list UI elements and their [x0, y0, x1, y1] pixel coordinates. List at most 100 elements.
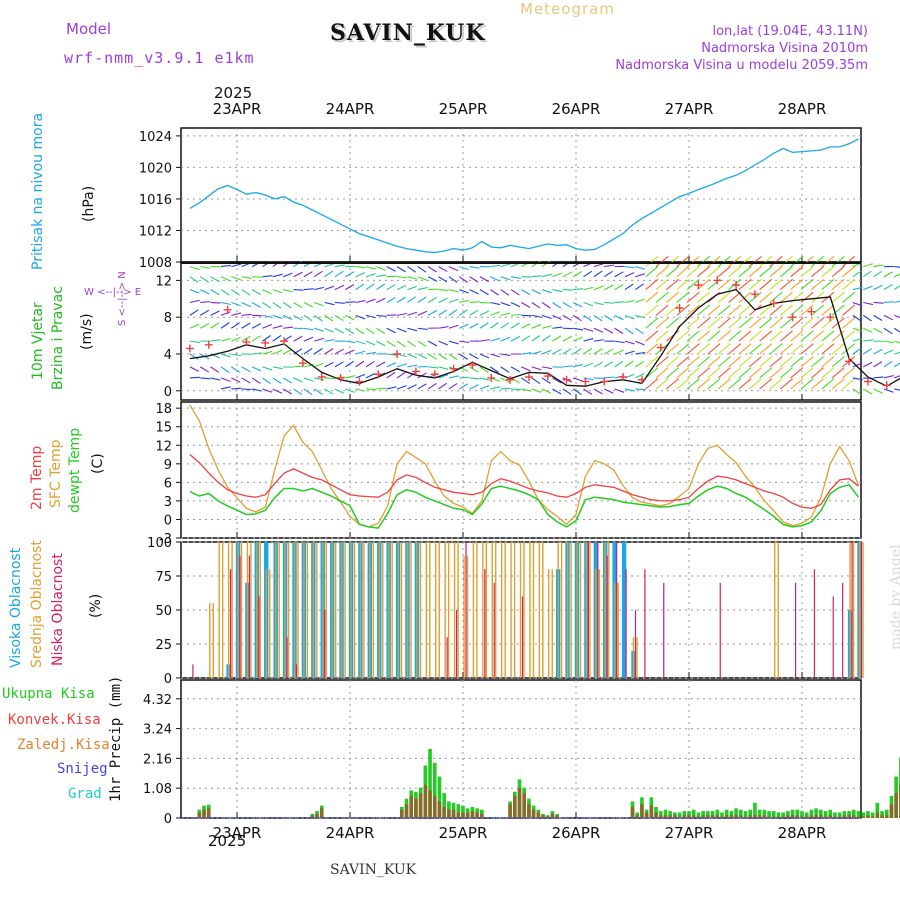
wind-barb	[490, 276, 500, 282]
y-tick-label: 4	[164, 348, 172, 363]
y-tick-label: 4.32	[143, 693, 172, 708]
wind-barb	[407, 364, 418, 368]
wind-barb	[583, 286, 594, 291]
wind-barb	[717, 317, 731, 329]
wind-barb	[552, 314, 562, 321]
wind-barb	[489, 322, 499, 329]
wind-barb	[759, 378, 773, 390]
precip-conv-bar	[663, 815, 668, 818]
precip-conv-bar	[315, 813, 319, 818]
wind-barb	[231, 366, 241, 373]
wind-barb	[231, 377, 241, 383]
precip-conv-bar	[870, 816, 875, 818]
y-tick-label: 1016	[139, 193, 172, 208]
wind-barb	[821, 278, 835, 291]
altitude-label: Nadmorska Visina 2010m	[701, 41, 868, 56]
wind-barb	[635, 372, 645, 379]
precip-total-bar	[710, 811, 715, 818]
wind-barb	[303, 377, 314, 382]
wind-barb	[676, 330, 690, 342]
precip-conv-bar	[555, 815, 559, 818]
wind-barb	[334, 270, 344, 278]
wind-barb	[541, 388, 552, 394]
wind-barb	[635, 340, 645, 346]
y-tick-label: 1012	[139, 224, 172, 239]
wind-barb	[779, 265, 793, 278]
wind-barb	[500, 276, 511, 281]
wind-barb	[614, 301, 625, 304]
wind-barb	[852, 388, 862, 395]
precip-conv-bar	[781, 816, 785, 818]
wind-gust-marker	[581, 377, 590, 386]
wind-barb	[500, 322, 510, 329]
wind-barb	[303, 301, 314, 308]
precip-conv-bar	[319, 808, 324, 818]
wind-barb	[345, 314, 355, 321]
y-tick-label: 9	[164, 458, 172, 473]
precip-total-bar	[804, 812, 809, 818]
wind-barb	[831, 291, 845, 303]
wind-barb	[883, 283, 893, 291]
wind-barb	[220, 366, 230, 373]
wind-barb	[345, 271, 355, 278]
wind-barb	[334, 327, 344, 334]
precip-conv-bar	[682, 815, 687, 818]
wind-barb	[686, 356, 700, 368]
wind-barb	[448, 382, 458, 390]
y-tick-label: 25	[155, 638, 172, 653]
wind-barb	[707, 378, 721, 390]
wind-barb	[614, 283, 624, 291]
wind-barb	[376, 297, 386, 303]
wind-barb	[199, 276, 209, 283]
wind-barb	[427, 296, 438, 303]
wind-barb	[541, 335, 551, 342]
wind-barb	[614, 349, 625, 355]
top-day-label: 27APR	[665, 100, 714, 118]
wind-barb	[231, 353, 242, 357]
wind-barb	[438, 289, 449, 291]
wind-barb	[676, 278, 690, 291]
wind-barb	[811, 367, 825, 379]
wind-barb	[313, 314, 323, 322]
wind-barb	[852, 286, 863, 291]
wind-barb	[521, 366, 531, 372]
wind-gust-marker	[750, 290, 759, 299]
wind-barb	[407, 276, 418, 280]
wind-barb	[686, 367, 700, 379]
wind-barb	[676, 291, 690, 303]
wind-barb	[728, 343, 742, 355]
wind-barb	[800, 304, 814, 316]
precip-total-bar	[658, 811, 663, 818]
wind-barb	[251, 388, 262, 392]
precip-conv-bar	[673, 815, 677, 818]
wind-barb	[521, 352, 532, 355]
wind-barb	[334, 264, 345, 268]
precip-conv-bar	[418, 793, 423, 818]
precip-conv-bar	[414, 798, 418, 818]
wind-barb	[831, 304, 845, 316]
wind-barb	[459, 289, 469, 294]
wind-barb	[313, 388, 323, 395]
wind-barb	[821, 304, 835, 316]
wind-barb	[303, 347, 313, 355]
precip-conv-bar	[635, 815, 640, 818]
wind-gust-marker	[807, 307, 816, 316]
wind-barb	[624, 360, 634, 368]
wind-barb	[365, 314, 376, 319]
wind-barb	[283, 326, 294, 329]
wind-barb	[541, 314, 552, 320]
wind-barb	[645, 317, 659, 329]
precip-legend-total: Ukupna Kisa	[2, 686, 95, 702]
wind-barb	[324, 377, 335, 380]
wind-barb	[645, 378, 659, 390]
wind-barb	[241, 366, 251, 373]
wind-barb	[728, 356, 742, 368]
precip-conv-bar	[475, 812, 479, 818]
wind-barb	[334, 388, 345, 394]
wind-barb	[593, 361, 604, 368]
wind-barb	[459, 340, 470, 344]
wind-barb	[883, 271, 893, 278]
wind-barb	[220, 289, 230, 296]
wind-barb	[603, 270, 613, 278]
precip-conv-bar	[866, 815, 870, 818]
